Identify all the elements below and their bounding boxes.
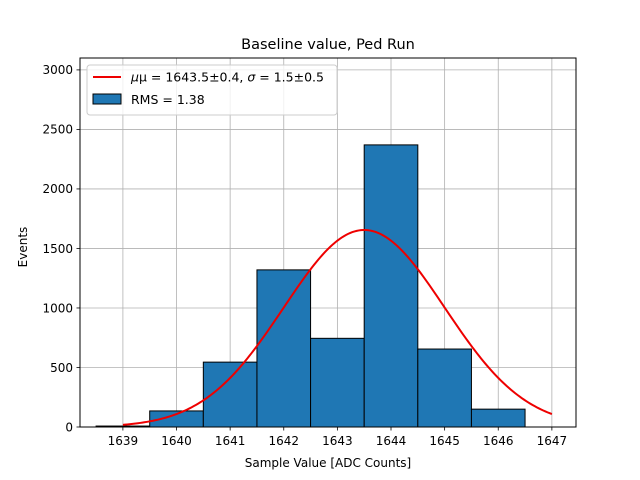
y-tick-label: 1000 — [42, 301, 73, 315]
x-tick-label: 1645 — [429, 434, 460, 448]
y-tick-label: 500 — [50, 361, 73, 375]
axis-ticks: 1639 1640 1641 1642 1643 1644 1645 1646 1647 0 500… — [42, 63, 567, 448]
histogram-bars — [95, 144, 526, 428]
x-tick-label: 1643 — [322, 434, 353, 448]
histogram-bar — [310, 337, 365, 428]
histogram-bar — [256, 269, 312, 428]
x-tick-label: 1639 — [108, 434, 139, 448]
legend-box — [86, 64, 338, 116]
plot-frame — [79, 57, 577, 428]
x-tick-label: 1640 — [161, 434, 192, 448]
x-tick-label: 1642 — [268, 434, 299, 448]
histogram-bar — [417, 348, 472, 428]
legend-fit-mu-text: μ = 1643.5±0.4, — [139, 70, 247, 85]
histogram-bar — [363, 144, 419, 428]
legend-histogram-swatch — [92, 93, 122, 105]
y-tick-label: 2000 — [42, 182, 73, 196]
y-tick-label: 3000 — [42, 63, 73, 77]
y-tick-label: 2500 — [42, 123, 73, 137]
legend-histogram-label: RMS = 1.38 — [131, 92, 205, 107]
gaussian-fit — [122, 229, 553, 426]
fit-curve-line — [122, 229, 553, 426]
legend-fit-sigma-text: = 1.5±0.5 — [255, 70, 324, 85]
y-axis-label: Events — [16, 227, 30, 268]
histogram-bar — [470, 408, 526, 428]
y-tick-label: 0 — [65, 420, 73, 434]
legend: μμ = 1643.5±0.4, σ = 1.5±0.5 RMS = 1.38 — [86, 64, 338, 116]
x-tick-label: 1647 — [537, 434, 568, 448]
legend-fit-sigma-symbol: σ — [247, 70, 256, 85]
legend-fit-label: μμ = 1643.5±0.4, σ = 1.5±0.5 — [130, 70, 324, 85]
x-tick-label: 1644 — [376, 434, 407, 448]
chart-title: Baseline value, Ped Run — [241, 37, 415, 53]
y-tick-label: 1500 — [42, 242, 73, 256]
legend-fit-mu-symbol: μ — [130, 70, 139, 85]
x-axis-label: Sample Value [ADC Counts] — [245, 456, 411, 470]
x-tick-label: 1646 — [483, 434, 514, 448]
x-tick-label: 1641 — [215, 434, 246, 448]
